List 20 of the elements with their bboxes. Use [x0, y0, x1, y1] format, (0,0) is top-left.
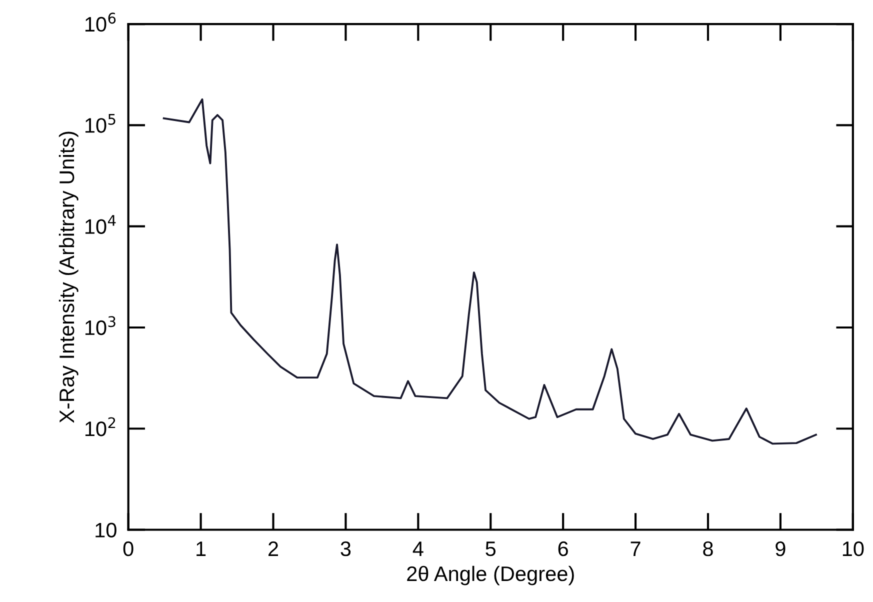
y-tick-label: 10: [96, 522, 116, 538]
x-tick-label: 10: [842, 541, 864, 556]
line-series: [162, 98, 817, 445]
x-tick-label: 0: [123, 541, 134, 556]
y-tick-label: 10$^{3}$: [85, 316, 116, 336]
x-tick-label: 5: [486, 542, 496, 556]
x-tick-label: 6: [558, 541, 568, 556]
y-axis-title: X-Ray Intensity (Arbitrary Units): [58, 132, 78, 423]
x-tick-label: 8: [703, 541, 713, 556]
y-tick-label: 10$^{5}$: [85, 114, 116, 133]
x-tick-label: 2: [268, 541, 278, 556]
x-tick-label: 9: [776, 541, 786, 556]
y-tick-label: 10$^{4}$: [85, 215, 116, 234]
y-tick-label: 10$^{2}$: [85, 417, 116, 436]
y-tick-label: 10$^{6}$: [85, 12, 116, 32]
x-tick-label: 7: [630, 542, 640, 556]
x-tick-label: 3: [340, 541, 351, 556]
x-tick-label: 1: [196, 542, 206, 556]
x-axis-title: 2θ Angle (Degree): [407, 566, 574, 586]
x-tick-label: 4: [412, 542, 424, 556]
